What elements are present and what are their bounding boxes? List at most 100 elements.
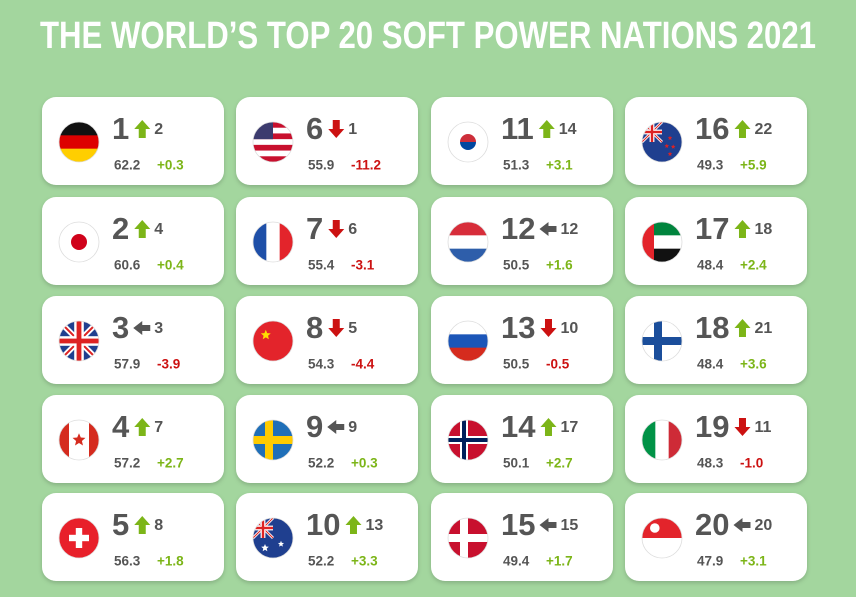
score-change: +0.4 bbox=[157, 258, 184, 273]
rank: 11 bbox=[501, 111, 534, 146]
flag bbox=[59, 518, 99, 558]
flag bbox=[448, 420, 488, 460]
flag bbox=[59, 321, 99, 361]
previous-rank: 4 bbox=[154, 221, 163, 238]
flag-band bbox=[59, 148, 99, 162]
arrow-up bbox=[540, 418, 557, 436]
flag-rim bbox=[641, 419, 683, 461]
card-bg bbox=[236, 197, 418, 285]
previous-rank: 22 bbox=[754, 121, 772, 138]
flag-star bbox=[667, 151, 673, 156]
arrow-up bbox=[134, 120, 151, 138]
flag bbox=[253, 321, 293, 361]
card-bg bbox=[236, 395, 418, 483]
previous-rank: 13 bbox=[365, 517, 383, 534]
previous-rank: 14 bbox=[559, 121, 577, 138]
flag-rim bbox=[252, 320, 294, 362]
card: 1 2 62.2 +0.3 bbox=[42, 97, 224, 185]
flag-bg bbox=[253, 321, 293, 361]
rank: 9 bbox=[306, 409, 323, 444]
rank: 13 bbox=[501, 310, 535, 345]
flag-rim bbox=[641, 517, 683, 559]
flag-cross bbox=[448, 438, 488, 442]
rank: 8 bbox=[306, 310, 323, 345]
score-change: -1.0 bbox=[740, 456, 763, 471]
flag bbox=[59, 222, 99, 262]
score-change: +1.8 bbox=[157, 554, 184, 569]
flag bbox=[448, 518, 488, 558]
rank: 20 bbox=[695, 507, 729, 542]
flag-band bbox=[642, 538, 682, 558]
score: 52.2 bbox=[308, 554, 334, 569]
score: 56.3 bbox=[114, 554, 141, 569]
flag-band bbox=[642, 518, 682, 539]
previous-rank: 11 bbox=[754, 419, 771, 436]
card: 9 9 52.2 +0.3 bbox=[236, 395, 418, 483]
arrow-left bbox=[539, 222, 557, 236]
flag-star bbox=[277, 540, 285, 547]
rank: 17 bbox=[695, 211, 729, 246]
previous-rank: 10 bbox=[560, 320, 578, 337]
flag bbox=[448, 321, 488, 361]
score-change: +1.7 bbox=[546, 554, 573, 569]
score-change: +0.3 bbox=[157, 158, 184, 173]
score-change: -11.2 bbox=[351, 158, 381, 173]
flag-band bbox=[668, 420, 682, 460]
flag bbox=[642, 321, 682, 361]
score-change: +3.3 bbox=[351, 554, 378, 569]
flag-cross bbox=[642, 337, 682, 345]
arrow-down bbox=[328, 319, 345, 337]
score-change: -4.4 bbox=[351, 357, 375, 372]
score: 50.1 bbox=[503, 456, 530, 471]
flag-rim bbox=[252, 419, 294, 461]
card: 4 7 57.2 +2.7 bbox=[42, 395, 224, 483]
card-bg bbox=[42, 395, 224, 483]
score: 49.3 bbox=[697, 158, 724, 173]
flag-rim bbox=[447, 121, 489, 163]
score: 51.3 bbox=[503, 158, 530, 173]
flag-star bbox=[261, 544, 269, 552]
previous-rank: 6 bbox=[348, 221, 357, 238]
score: 48.4 bbox=[697, 258, 724, 273]
flag-band bbox=[89, 420, 99, 460]
previous-rank: 3 bbox=[154, 320, 163, 337]
card: 10 13 52.2 +3.3 bbox=[236, 493, 418, 581]
flag-band bbox=[448, 321, 488, 335]
score: 62.2 bbox=[114, 158, 140, 173]
flag-star bbox=[664, 143, 670, 148]
flag-band bbox=[253, 222, 267, 262]
score-change: +3.6 bbox=[740, 357, 767, 372]
previous-rank: 17 bbox=[560, 419, 578, 436]
score-change: +2.7 bbox=[546, 456, 573, 471]
flag-band bbox=[253, 156, 293, 162]
score: 48.3 bbox=[697, 456, 724, 471]
previous-rank: 15 bbox=[560, 517, 578, 534]
flag-band bbox=[253, 139, 293, 146]
arrow-up bbox=[134, 418, 151, 436]
flag-band bbox=[266, 222, 281, 262]
rank: 6 bbox=[306, 111, 323, 146]
flag-taeguk bbox=[460, 142, 476, 150]
rank: 16 bbox=[695, 111, 729, 146]
previous-rank: 12 bbox=[560, 221, 578, 238]
flag-cross bbox=[448, 534, 488, 542]
flag-band bbox=[279, 222, 293, 262]
card: 14 17 50.1 +2.7 bbox=[431, 395, 613, 483]
flag-star bbox=[667, 135, 673, 140]
score-change: +5.9 bbox=[740, 158, 767, 173]
flag-band bbox=[448, 248, 488, 262]
flag-band bbox=[448, 347, 488, 361]
score-change: +3.1 bbox=[546, 158, 573, 173]
rank: 12 bbox=[501, 211, 535, 246]
card: 18 21 48.4 +3.6 bbox=[625, 296, 807, 384]
rank: 7 bbox=[306, 211, 323, 246]
previous-rank: 1 bbox=[348, 121, 357, 138]
card-bg bbox=[42, 197, 224, 285]
rank: 1 bbox=[112, 111, 129, 146]
rank: 10 bbox=[306, 507, 340, 542]
card-bg bbox=[625, 395, 807, 483]
flag-rim bbox=[641, 221, 683, 263]
flag-band bbox=[448, 334, 488, 349]
card: 6 1 55.9 -11.2 bbox=[236, 97, 418, 185]
